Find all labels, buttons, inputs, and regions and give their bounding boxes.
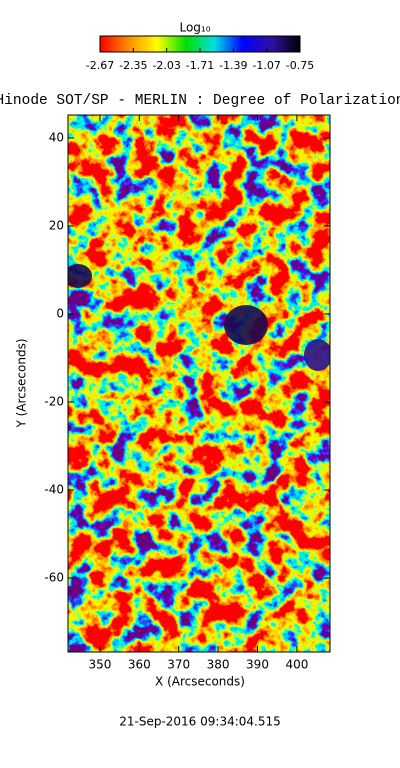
colorbar-label: Log₁₀: [179, 21, 210, 35]
y-tick-label: 0: [56, 306, 64, 320]
image: [68, 115, 330, 652]
x-axis-label: X (Arcseconds): [155, 675, 245, 689]
colorbar-tick-label: -1.71: [186, 59, 214, 72]
x-tick-label: 390: [246, 658, 269, 672]
y-tick-label: -20: [44, 394, 64, 408]
y-tick-label: -60: [44, 571, 64, 585]
colorbar-tick-label: -2.03: [152, 59, 180, 72]
chart-title: Hinode SOT/SP - MERLIN : Degree of Polar…: [0, 93, 400, 109]
y-axis-label: Y (Arcseconds): [15, 338, 29, 428]
y-tick-label: -40: [44, 483, 64, 497]
x-tick-label: 400: [285, 658, 308, 672]
colorbar-tick-label: -2.35: [119, 59, 147, 72]
x-tick-label: 370: [167, 658, 190, 672]
x-tick-label: 380: [207, 658, 230, 672]
plot-frame: [67, 114, 331, 653]
y-tick-label: 40: [49, 130, 64, 144]
y-tick-label: 20: [49, 218, 64, 232]
colorbar-tick-label: -1.07: [252, 59, 280, 72]
colorbar-tick-label: -2.67: [86, 59, 114, 72]
x-tick-label: 350: [88, 658, 111, 672]
x-tick-label: 360: [128, 658, 151, 672]
colorbar-tick-label: -1.39: [219, 59, 247, 72]
colorbar-tick-label: -0.75: [286, 59, 314, 72]
timestamp: 21-Sep-2016 09:34:04.515: [119, 715, 281, 729]
